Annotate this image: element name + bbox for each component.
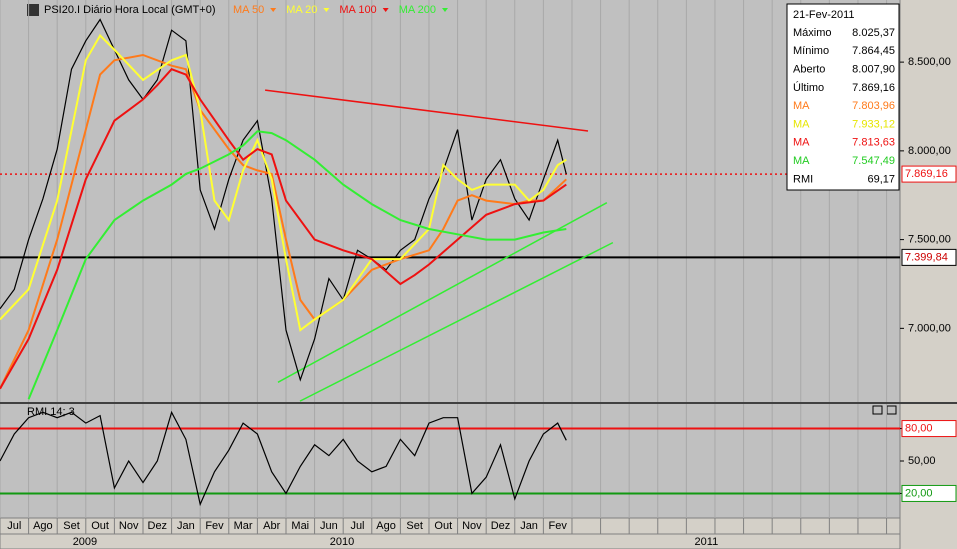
- trend-line: [265, 89, 589, 132]
- x-tick-label: Jul: [350, 520, 364, 532]
- year-label: 2009: [73, 536, 97, 548]
- x-tick-label: Set: [406, 520, 423, 532]
- rmi-title: RMI 14; 3: [27, 406, 75, 418]
- info-label: Máximo: [793, 27, 832, 39]
- x-tick-label: Dez: [491, 520, 511, 532]
- series-line: [0, 33, 567, 332]
- trend-line: [277, 202, 608, 383]
- x-tick-label: Out: [434, 520, 452, 532]
- info-value: 7.869,16: [852, 82, 895, 94]
- x-tick-label: Jan: [520, 520, 538, 532]
- legend: PSI20.I Diário Hora Local (GMT+0) MA 50 M…: [44, 4, 448, 16]
- info-label: MA: [793, 100, 810, 112]
- legend-entry: MA 20: [286, 4, 317, 16]
- y-tick-label: 8.000,00: [908, 145, 951, 157]
- series-line: [27, 130, 567, 400]
- x-tick-label: Nov: [119, 520, 139, 532]
- rmi-panel: [0, 404, 900, 518]
- value-tag: [901, 420, 957, 438]
- value-tag-label: 7.399,84: [905, 251, 948, 263]
- price-panel: [0, 0, 900, 402]
- info-value: 7.547,49: [852, 155, 895, 167]
- x-tick-label: Jul: [7, 520, 21, 532]
- y-tick-label: 7.000,00: [908, 322, 951, 334]
- x-tick-label: Set: [63, 520, 80, 532]
- info-value: 7.803,96: [852, 100, 895, 112]
- x-tick-label: Ago: [376, 520, 396, 532]
- y-tick-label: 50,00: [908, 455, 936, 467]
- info-value: 7.864,45: [852, 45, 895, 57]
- info-label: MA: [793, 155, 810, 167]
- info-label: Último: [793, 81, 824, 94]
- info-value: 8.007,90: [852, 64, 895, 76]
- x-tick-label: Fev: [205, 520, 224, 532]
- value-tag: [901, 165, 957, 183]
- value-tag: [901, 484, 957, 502]
- legend-dropdown: [270, 8, 277, 12]
- x-tick-label: Mai: [291, 520, 309, 532]
- x-tick-label: Abr: [263, 520, 280, 532]
- info-label: MA: [793, 118, 810, 130]
- info-label: RMI: [793, 173, 813, 185]
- x-tick-label: Jun: [320, 520, 338, 532]
- chart-title: PSI20.I Diário Hora Local (GMT+0): [44, 4, 215, 16]
- info-value: 69,17: [867, 173, 895, 185]
- x-tick-label: Fev: [549, 520, 568, 532]
- legend-entry: MA 50: [233, 4, 264, 16]
- series-line: [0, 53, 567, 390]
- year-label: 2011: [695, 536, 719, 548]
- legend-entry: MA 200: [399, 4, 436, 16]
- trend-line: [299, 241, 614, 402]
- legend-entry: MA 100: [339, 4, 376, 16]
- x-tick-label: Jan: [177, 520, 195, 532]
- x-tick-label: Ago: [33, 520, 53, 532]
- x-tick-label: Dez: [148, 520, 168, 532]
- info-box: [786, 3, 900, 191]
- legend-dropdown: [382, 8, 389, 12]
- info-value: 7.933,12: [852, 118, 895, 130]
- value-tag-label: 7.869,16: [905, 168, 948, 180]
- y-tick-label: 8.500,00: [908, 56, 951, 68]
- value-tag-label: 80,00: [905, 422, 933, 434]
- series-line: [0, 410, 567, 507]
- info-date: 21-Fev-2011: [793, 9, 855, 21]
- info-value: 7.813,63: [852, 137, 895, 149]
- series-line: [0, 18, 567, 382]
- info-label: MA: [793, 137, 810, 149]
- info-value: 8.025,37: [852, 27, 895, 39]
- value-tag-label: 20,00: [905, 487, 933, 499]
- x-tick-label: Out: [91, 520, 109, 532]
- marks: [0, 0, 900, 518]
- legend-dropdown: [323, 8, 330, 12]
- info-label: Aberto: [793, 64, 825, 76]
- x-tick-label: Mar: [234, 520, 253, 532]
- y-tick-label: 7.500,00: [908, 234, 951, 246]
- icon[interactable]: [27, 4, 39, 16]
- maximize-button[interactable]: [872, 405, 883, 415]
- info-label: Mínimo: [793, 45, 829, 57]
- series-line: [0, 68, 567, 390]
- legend-dropdown: [442, 8, 448, 12]
- year-label: 2010: [330, 536, 354, 548]
- value-tag: [901, 248, 957, 266]
- x-tick-label: Nov: [462, 520, 482, 532]
